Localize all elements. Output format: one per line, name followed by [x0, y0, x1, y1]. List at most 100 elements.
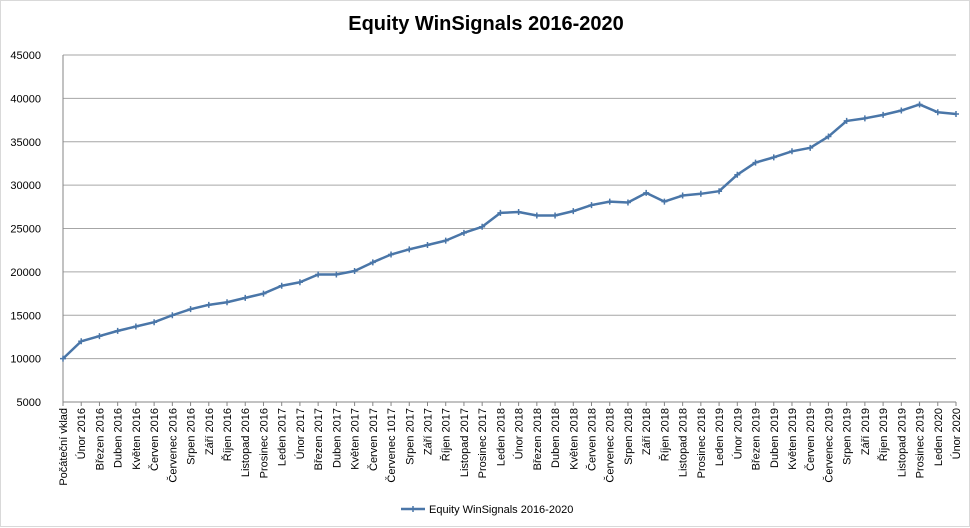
y-tick-label: 25000: [10, 224, 41, 236]
x-tick-label: Srpen 2016: [186, 408, 198, 465]
x-tick-label: Červenec 2019: [822, 408, 835, 483]
x-tick-label: Květen 2017: [350, 408, 362, 470]
x-tick-label: Září 2018: [641, 408, 653, 455]
x-tick-label: Červen 2017: [367, 408, 380, 471]
y-tick-label: 15000: [10, 310, 41, 322]
x-tick-label: Říjen 2018: [658, 408, 671, 461]
data-point: [369, 259, 376, 266]
x-tick-label: Únor 2018: [513, 408, 526, 459]
x-tick-label: Červen 2016: [148, 408, 161, 471]
x-tick-label: Říjen 2019: [877, 408, 890, 461]
data-point: [679, 192, 686, 199]
x-tick-label: Duben 2017: [331, 408, 343, 468]
x-tick-label: Listopad 2019: [896, 408, 908, 477]
x-tick-label: Srpen 2018: [623, 408, 635, 465]
x-tick-label: Prosinec 2017: [477, 408, 489, 478]
y-tick-label: 30000: [10, 180, 41, 192]
x-tick-label: Červenec 1017: [385, 408, 398, 483]
y-tick-label: 35000: [10, 137, 41, 149]
x-tick-label: Leden 2020: [933, 408, 945, 466]
data-point: [898, 107, 905, 114]
data-point: [424, 241, 431, 248]
x-tick-label: Prosinec 2018: [696, 408, 708, 478]
data-point: [624, 199, 631, 206]
x-tick-label: Červenec 2018: [604, 408, 617, 483]
data-point: [934, 109, 941, 116]
data-point: [716, 188, 723, 195]
data-point: [78, 338, 85, 345]
x-tick-label: Leden 2019: [714, 408, 726, 466]
data-point: [843, 117, 850, 124]
data-point: [697, 190, 704, 197]
data-point: [205, 301, 212, 308]
data-point: [132, 323, 139, 330]
data-point: [224, 299, 231, 306]
data-point: [460, 229, 467, 236]
data-point: [661, 198, 668, 205]
data-point: [861, 115, 868, 122]
y-tick-label: 20000: [10, 267, 41, 279]
x-tick-label: Září 2017: [422, 408, 434, 455]
data-point: [151, 319, 158, 326]
data-point: [442, 237, 449, 244]
x-tick-label: Únor 2019: [731, 408, 744, 459]
data-point: [606, 198, 613, 205]
x-tick-label: Říjen 2017: [440, 408, 453, 461]
data-point: [479, 223, 486, 230]
data-point: [916, 101, 923, 108]
x-tick-label: Květen 2018: [568, 408, 580, 470]
x-tick-label: Květen 2019: [787, 408, 799, 470]
data-point: [260, 290, 267, 297]
data-point: [278, 282, 285, 289]
y-tick-label: 10000: [10, 354, 41, 366]
x-tick-label: Duben 2018: [550, 408, 562, 468]
y-tick-label: 5000: [17, 397, 41, 409]
data-point: [825, 133, 832, 140]
data-point: [114, 327, 121, 334]
x-tick-label: Květen 2016: [131, 408, 143, 470]
x-tick-label: Duben 2016: [113, 408, 125, 468]
x-tick-label: Duben 2019: [769, 408, 781, 468]
x-tick-label: Srpen 2017: [404, 408, 416, 465]
x-tick-label: Únor 2017: [294, 408, 307, 459]
x-tick-label: Září 2016: [204, 408, 216, 455]
data-point: [807, 144, 814, 151]
x-tick-label: Březen 2017: [313, 408, 325, 470]
data-point: [643, 189, 650, 196]
x-tick-label: Počáteční vklad: [58, 408, 70, 486]
data-point: [515, 209, 522, 216]
x-tick-label: Leden 2018: [495, 408, 507, 466]
data-point: [734, 171, 741, 178]
legend-label: Equity WinSignals 2016-2020: [429, 504, 573, 516]
x-tick-label: Listopad 2017: [459, 408, 471, 477]
data-point: [570, 208, 577, 215]
data-point: [169, 312, 176, 319]
series-line: [62, 103, 957, 360]
x-tick-label: Únor 2020: [950, 408, 963, 459]
x-tick-label: Září 2019: [860, 408, 872, 455]
data-point: [60, 355, 66, 362]
x-tick-label: Prosinec 2019: [915, 408, 927, 478]
x-tick-label: Listopad 2016: [240, 408, 252, 477]
data-point: [388, 251, 395, 258]
data-point: [880, 111, 887, 118]
x-tick-label: Únor 2016: [75, 408, 88, 459]
data-point: [770, 154, 777, 161]
x-tick-label: Červen 2019: [804, 408, 817, 471]
y-tick-label: 40000: [10, 93, 41, 105]
x-tick-label: Leden 2017: [277, 408, 289, 466]
data-point: [351, 268, 358, 275]
data-point: [315, 271, 322, 278]
data-point: [187, 306, 194, 313]
data-point: [406, 246, 413, 253]
data-point: [788, 148, 795, 155]
data-point: [588, 202, 595, 209]
chart-title: Equity WinSignals 2016-2020: [348, 13, 624, 35]
y-tick-label: 45000: [10, 50, 41, 62]
x-tick-label: Březen 2019: [751, 408, 763, 470]
x-tick-label: Prosinec 2016: [258, 408, 270, 478]
data-point: [533, 212, 540, 219]
data-point: [497, 209, 504, 216]
